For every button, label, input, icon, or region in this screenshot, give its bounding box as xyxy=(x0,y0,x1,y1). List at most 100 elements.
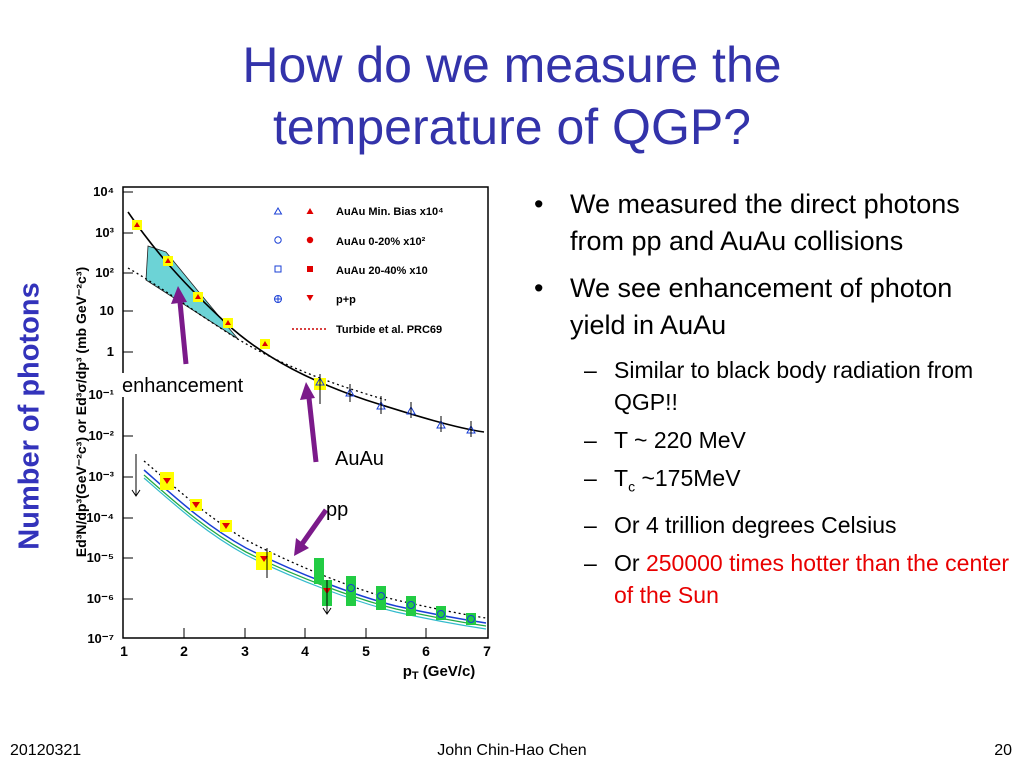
data-point xyxy=(467,615,475,623)
x-tick-label: 4 xyxy=(301,643,309,659)
footer-date: 20120321 xyxy=(10,742,82,759)
pp-arrow xyxy=(299,508,329,546)
data-point xyxy=(195,294,201,299)
legend-marker xyxy=(274,295,282,303)
y-tick-label: 10⁻⁷ xyxy=(87,631,114,646)
slide-title: How do we measure the temperature of QGP… xyxy=(0,34,1024,158)
data-point xyxy=(163,478,171,484)
legend-label: p+p xyxy=(336,294,356,306)
spectrum-plot: Ed³N/dp³(GeV⁻²c³) or Ed³σ/dp³ (mb GeV⁻²c… xyxy=(56,178,512,684)
x-ticks xyxy=(183,628,427,638)
enhancement-label: enhancement xyxy=(122,375,244,397)
legend-label: AuAu Min. Bias x10⁴ xyxy=(336,206,444,218)
enhancement-arrow xyxy=(177,301,189,365)
x-tick-label: 7 xyxy=(483,643,491,659)
auau-fit-curve xyxy=(127,211,485,433)
y-tick-label: 10⁻² xyxy=(88,428,114,443)
x-tick-label: 2 xyxy=(180,643,188,659)
legend-marker xyxy=(274,265,282,273)
data-point xyxy=(222,523,230,529)
legend-marker xyxy=(274,236,282,244)
x-tick-label: 3 xyxy=(241,643,249,659)
x-tick-labels: 1 2 3 4 5 6 7 xyxy=(120,643,491,659)
bullet-item: • We see enhancement of photon yield in … xyxy=(530,270,1010,344)
annotation-arrows xyxy=(171,286,329,556)
theory-curve-auau xyxy=(127,267,387,401)
legend-marker xyxy=(273,207,283,215)
sub-bullet-item: – Or 4 trillion degrees Celsius xyxy=(530,509,1010,541)
data-point xyxy=(192,502,200,508)
sub-bullet-item: – T ~ 220 MeV xyxy=(530,424,1010,456)
side-axis-label: Number of photons xyxy=(4,256,56,576)
data-point xyxy=(347,584,355,592)
dash-icon: – xyxy=(584,549,597,576)
title-line-2: temperature of QGP? xyxy=(272,99,751,155)
legend-marker xyxy=(306,236,314,244)
data-box xyxy=(376,586,386,610)
data-point xyxy=(134,222,140,227)
pp-fit-curve-cyan xyxy=(143,477,487,630)
data-box xyxy=(436,606,446,620)
auau-arrow-head xyxy=(300,382,315,400)
dash-icon: – xyxy=(584,511,597,538)
upper-limit-arrow-head xyxy=(131,489,141,497)
number-of-photons-label: Number of photons xyxy=(13,282,46,550)
data-point xyxy=(262,341,268,346)
sub-bullet-prefix: Or xyxy=(614,549,646,576)
x-axis-label: pT (GeV/c) xyxy=(403,663,476,682)
photon-spectrum-figure: Ed³N/dp³(GeV⁻²c³) or Ed³σ/dp³ (mb GeV⁻²c… xyxy=(56,178,512,684)
highlight-text: 250000 times hotter than the center of t… xyxy=(614,549,1010,608)
annotation-labels: enhancement AuAu pp xyxy=(118,373,384,521)
footer-page-number: 20 xyxy=(994,742,1012,759)
y-tick-label: 10⁻¹ xyxy=(88,387,114,402)
data-point xyxy=(165,258,171,263)
bullet-item: • We measured the direct photons from pp… xyxy=(530,186,1010,260)
title-line-1: How do we measure the xyxy=(242,37,782,93)
legend-marker xyxy=(307,266,313,272)
data-point xyxy=(260,556,268,562)
y-tick-label: 1 xyxy=(107,344,114,359)
plot-background xyxy=(56,178,512,684)
tc-subscript: c xyxy=(628,478,636,495)
y-tick-label: 10⁻⁵ xyxy=(87,550,114,565)
x-tick-label: 1 xyxy=(120,643,128,659)
y-tick-label: 10² xyxy=(95,265,114,280)
y-tick-label: 10⁴ xyxy=(93,184,114,199)
y-tick-label: 10⁻³ xyxy=(88,469,114,484)
tc-value: ~175MeV xyxy=(635,465,741,491)
y-tick-label: 10⁻⁴ xyxy=(86,510,114,525)
data-box xyxy=(314,558,324,584)
bullet-list: • We measured the direct photons from pp… xyxy=(530,186,1010,617)
pp-arrow-head xyxy=(294,538,309,556)
pp-markers xyxy=(131,454,476,625)
data-box xyxy=(406,596,416,616)
sub-bullet-text: Similar to black body radiation from QGP… xyxy=(614,357,974,415)
y-axis-label: Ed³N/dp³(GeV⁻²c³) or Ed³σ/dp³ (mb GeV⁻²c… xyxy=(73,267,89,557)
legend-marker xyxy=(306,295,314,301)
sub-bullet-text: Or 4 trillion degrees Celsius xyxy=(614,511,897,538)
y-tick-label: 10 xyxy=(100,303,114,318)
data-point xyxy=(225,320,231,325)
data-point xyxy=(407,601,415,609)
x-tick-label: 5 xyxy=(362,643,370,659)
tc-symbol: T xyxy=(614,465,629,491)
enhancement-label-bg xyxy=(118,373,278,397)
y-tick-labels: 10⁴ 10³ 10² 10 1 10⁻¹ 10⁻² 10⁻³ 10⁻⁴ 10⁻… xyxy=(86,184,114,646)
upper-limit-arrow-head xyxy=(322,607,332,615)
dash-icon: – xyxy=(584,427,597,453)
data-box xyxy=(466,613,476,625)
x-tick-label: 6 xyxy=(422,643,430,659)
auau-arrow xyxy=(306,397,319,463)
legend-label: AuAu 20-40% x10 xyxy=(336,265,428,277)
auau-label: AuAu xyxy=(335,448,384,470)
dash-icon: – xyxy=(584,465,597,491)
bullet-dot-icon: • xyxy=(534,273,544,303)
footer-author: John Chin-Hao Chen xyxy=(437,742,587,759)
pp-label: pp xyxy=(326,499,348,521)
sub-bullet-item: – Tc ~175MeV xyxy=(530,462,1010,503)
bullet-text: We see enhancement of photon yield in Au… xyxy=(570,273,953,340)
dash-icon: – xyxy=(584,357,597,383)
auau-markers xyxy=(132,220,476,437)
legend-marker xyxy=(306,208,314,214)
bullet-text: We measured the direct photons from pp a… xyxy=(570,189,960,256)
